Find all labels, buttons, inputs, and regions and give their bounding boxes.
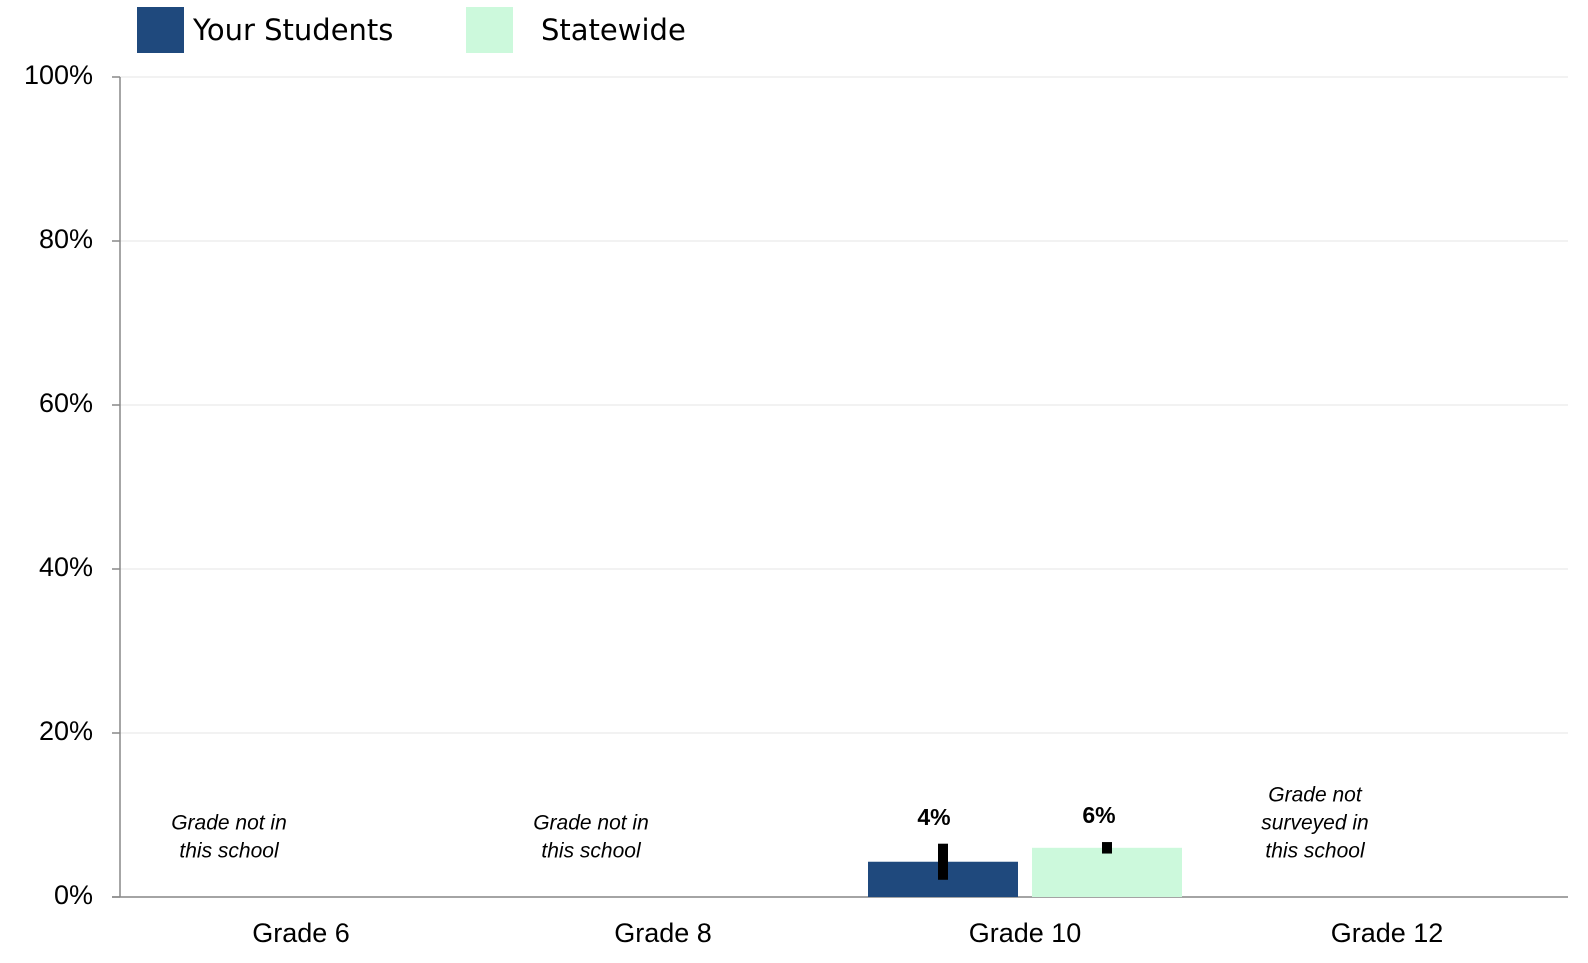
x-tick-label: Grade 10 — [969, 918, 1082, 948]
x-tick-label: Grade 8 — [614, 918, 712, 948]
note: this school — [1265, 840, 1366, 863]
note: Grade not — [1268, 784, 1363, 807]
y-tick-label: 40% — [39, 552, 93, 582]
y-tick-label: 80% — [39, 224, 93, 254]
error-bar — [938, 843, 948, 880]
legend-swatch — [137, 7, 184, 53]
value-label: 6% — [1082, 802, 1115, 828]
y-tick-label: 20% — [39, 716, 93, 746]
y-tick-label: 0% — [54, 880, 93, 910]
legend-label: Your Students — [192, 13, 393, 47]
note: Grade not in — [533, 812, 649, 835]
note: this school — [179, 840, 280, 863]
bar — [1032, 847, 1182, 897]
note: surveyed in — [1261, 812, 1368, 835]
note: Grade not in — [171, 812, 287, 835]
legend-label: Statewide — [541, 13, 686, 47]
note: this school — [541, 840, 642, 863]
value-label: 4% — [917, 804, 950, 830]
y-tick-label: 100% — [24, 60, 93, 90]
legend-swatch — [466, 7, 513, 53]
error-bar — [1102, 842, 1112, 854]
x-tick-label: Grade 12 — [1331, 918, 1444, 948]
y-tick-label: 60% — [39, 388, 93, 418]
x-tick-label: Grade 6 — [252, 918, 350, 948]
